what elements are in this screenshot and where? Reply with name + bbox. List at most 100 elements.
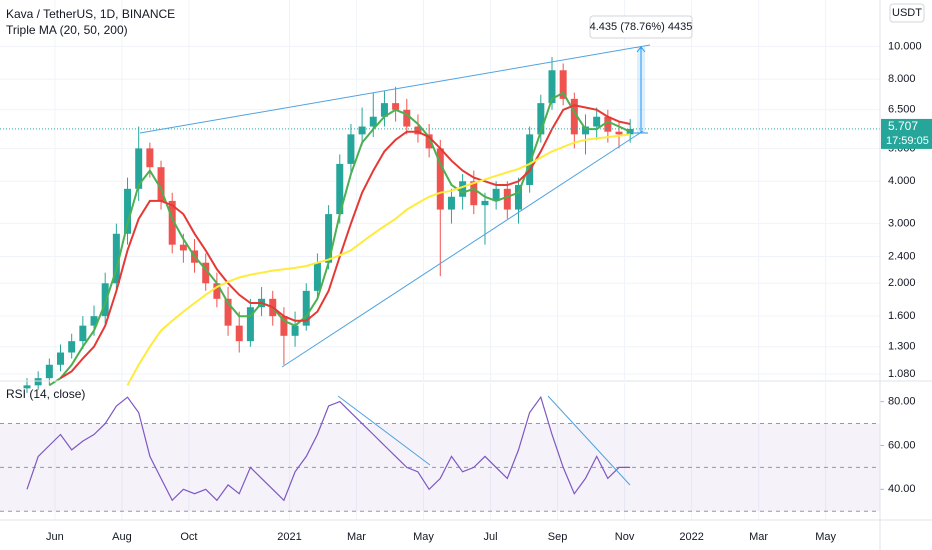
candle-body — [213, 283, 221, 299]
rsi-tick-label: 60.00 — [888, 439, 916, 451]
candle-body — [593, 116, 601, 127]
candle-body — [90, 316, 98, 326]
currency-label[interactable]: USDT — [892, 7, 922, 19]
marks — [0, 57, 880, 393]
candle-body — [135, 148, 143, 189]
channel-top — [139, 44, 651, 134]
rsi-tick-label: 80.00 — [888, 396, 916, 408]
rsi-line — [26, 395, 631, 502]
y-tick-label: 1.300 — [888, 341, 916, 353]
rsi-tick-label: 40.00 — [888, 483, 916, 495]
candle-body — [347, 134, 355, 164]
overlay: 10.0008.0006.5005.0004.0003.0002.4002.00… — [46, 40, 932, 543]
y-tick-label: 2.400 — [888, 250, 916, 262]
grid — [0, 0, 880, 520]
candle-body — [168, 200, 176, 245]
candle-body — [79, 325, 87, 342]
candle-body — [459, 181, 467, 197]
candle-body — [470, 181, 478, 206]
candle-body — [146, 148, 154, 168]
ma-legend: Triple MA (20, 50, 200) — [6, 23, 128, 37]
candle-body — [246, 307, 254, 342]
candle-body — [570, 98, 578, 135]
candle-body — [124, 188, 132, 234]
candle-body — [34, 378, 42, 386]
rsi-trend-2 — [547, 395, 631, 486]
x-tick-label: Aug — [112, 531, 132, 543]
candle-body — [23, 385, 31, 389]
candle-body — [548, 70, 556, 104]
candle-body — [447, 196, 455, 210]
candle-body — [302, 290, 310, 326]
y-tick-label: 3.000 — [888, 218, 916, 230]
candle-body — [291, 325, 299, 336]
x-tick-label: 2021 — [277, 531, 301, 543]
channel-bottom — [281, 130, 644, 368]
candle-body — [380, 103, 388, 117]
candle-body — [358, 126, 366, 135]
y-tick-label: 2.000 — [888, 277, 916, 289]
candle-body — [414, 126, 422, 135]
y-tick-label: 1.080 — [888, 368, 916, 380]
candle-body — [425, 134, 433, 149]
y-tick-label: 6.500 — [888, 104, 916, 116]
x-tick-label: May — [413, 531, 434, 543]
candle-body — [224, 298, 232, 326]
countdown: 17:59:05 — [886, 135, 929, 147]
measure-arrowhead — [636, 46, 646, 53]
candle-body — [336, 163, 344, 215]
y-tick-label: 8.000 — [888, 73, 916, 85]
moving-average — [126, 133, 631, 386]
x-tick-label: Mar — [749, 531, 768, 543]
candle-body — [57, 352, 65, 365]
candle-body — [280, 316, 288, 336]
measure-box — [589, 15, 693, 39]
candle-body — [604, 116, 612, 132]
candle-body — [559, 70, 567, 99]
candle-body — [615, 131, 623, 135]
x-tick-label: Mar — [347, 531, 366, 543]
y-tick-label: 1.600 — [888, 310, 916, 322]
x-tick-label: Jul — [484, 531, 498, 543]
x-tick-label: Oct — [180, 531, 197, 543]
candle-body — [313, 262, 321, 291]
moving-average — [48, 91, 631, 387]
candle-body — [537, 103, 545, 135]
last-price-box — [881, 118, 932, 149]
x-tick-label: May — [815, 531, 836, 543]
candle-body — [492, 188, 500, 201]
candle-body — [235, 325, 243, 342]
candle-body — [202, 262, 210, 284]
candle-body — [481, 200, 489, 206]
y-tick-label: 10.000 — [888, 40, 922, 52]
candle-body — [582, 126, 589, 135]
candle-body — [403, 109, 411, 127]
candle-body — [112, 233, 120, 284]
x-tick-label: 2022 — [679, 531, 703, 543]
currency-button[interactable] — [889, 3, 925, 23]
candle-body — [369, 116, 377, 127]
rsi-legend: RSI (14, close) — [6, 387, 85, 401]
candle-body — [101, 283, 109, 317]
candle-body — [68, 341, 76, 353]
candle-body — [503, 188, 511, 210]
candle-body — [157, 167, 165, 201]
last-price-label: 5.707 — [888, 119, 918, 133]
rsi-trend-1 — [337, 395, 431, 466]
candle-body — [325, 214, 333, 263]
x-tick-label: Nov — [615, 531, 635, 543]
symbol-title: Kava / TetherUS, 1D, BINANCE — [6, 7, 175, 21]
measure-label: 4.435 (78.76%) 4435 — [590, 21, 693, 33]
rsi-pane — [0, 395, 884, 512]
candle-body — [392, 103, 400, 110]
candle-body — [526, 134, 534, 185]
y-tick-label: 4.000 — [888, 175, 916, 187]
candle-body — [436, 148, 444, 210]
candle-body — [514, 184, 522, 210]
x-tick-label: Sep — [548, 531, 568, 543]
candle-body — [45, 364, 53, 379]
candle-body — [179, 244, 187, 251]
x-tick-label: Jun — [46, 531, 64, 543]
